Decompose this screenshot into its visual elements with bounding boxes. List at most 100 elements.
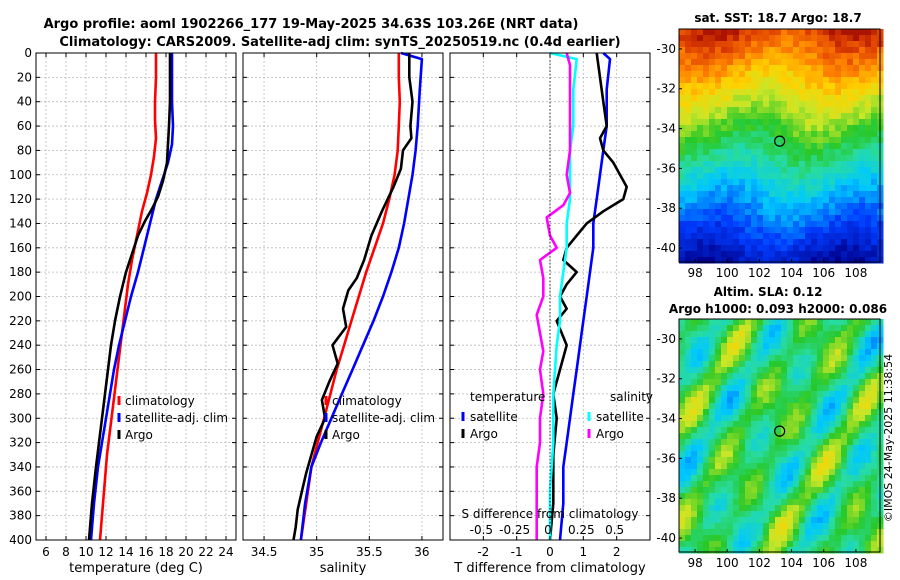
legend-label: climatology [332,394,402,408]
map-cell [679,403,686,410]
map-cell [745,451,752,458]
map-cell [709,215,716,222]
map-cell [865,529,872,536]
map-cell [715,221,722,228]
map-cell [811,119,818,126]
map-cell [847,325,854,332]
map-cell [709,89,716,96]
map-cell [859,385,866,392]
map-cell [775,355,782,362]
map-cell [715,535,722,542]
map-cell [787,493,794,500]
map-cell [847,101,854,108]
map-cell [865,65,872,72]
map-cell [727,221,734,228]
map-cell [871,331,878,338]
map-cell [793,499,800,506]
map-cell [841,403,848,410]
map-cell [703,59,710,66]
y-tick-label: 340 [9,460,32,474]
map-cell [775,77,782,84]
map-cell [835,173,842,180]
map-cell [799,421,806,428]
map-cell [739,337,746,344]
map-cell [709,355,716,362]
map-cell [865,541,872,548]
map-cell [781,349,788,356]
map-cell [733,361,740,368]
map-cell [859,499,866,506]
map-cell [727,191,734,198]
map-cell [757,47,764,54]
map-cell [763,499,770,506]
map-cell [727,71,734,78]
map-cell [715,493,722,500]
map-cell [799,143,806,150]
map-cell [769,179,776,186]
map-cell [703,319,710,326]
map-cell [691,421,698,428]
map-cell [847,487,854,494]
map-cell [727,511,734,518]
map-cell [817,355,824,362]
map-cell [715,155,722,162]
map-cell [859,209,866,216]
map-cell [829,379,836,386]
map-cell [763,209,770,216]
map-cell [769,427,776,434]
map-cell [721,469,728,476]
map-cell [853,251,860,258]
map-cell [751,493,758,500]
map-cell [823,505,830,512]
map-cell [829,95,836,102]
map-cell [787,251,794,258]
map-cell [679,215,686,222]
map-cell [775,173,782,180]
map-cell [727,215,734,222]
map-cell [841,451,848,458]
map-cell [805,517,812,524]
map-cell [679,451,686,458]
map-cell [763,245,770,252]
map-cell [763,421,770,428]
map-cell [859,475,866,482]
map-cell [703,155,710,162]
map-cell [829,499,836,506]
map-cell [853,107,860,114]
map-cell [763,385,770,392]
map-cell [739,209,746,216]
map-cell [715,343,722,350]
map-cell [811,535,818,542]
map-cell [751,529,758,536]
map-cell [799,439,806,446]
map-cell [847,203,854,210]
y-tick-label: 60 [17,119,32,133]
map-cell [811,379,818,386]
map-cell [817,331,824,338]
map-cell [679,227,686,234]
map-cell [841,397,848,404]
map-cell [769,415,776,422]
map-cell [775,155,782,162]
map-cell [793,29,800,36]
map-cell [865,161,872,168]
map-cell [781,233,788,240]
map-cell [739,463,746,470]
map-cell [727,239,734,246]
map-cell [697,191,704,198]
map-cell [769,65,776,72]
map-cell [769,173,776,180]
map-cell [727,529,734,536]
map-cell [781,197,788,204]
map-cell [703,29,710,36]
map-cell [697,41,704,48]
map-cell [685,469,692,476]
map-cell [769,221,776,228]
map-cell [847,29,854,36]
map-cell [871,143,878,150]
map-cell [847,143,854,150]
map-cell [757,487,764,494]
map-cell [715,83,722,90]
map-cell [733,149,740,156]
map-cell [691,251,698,258]
